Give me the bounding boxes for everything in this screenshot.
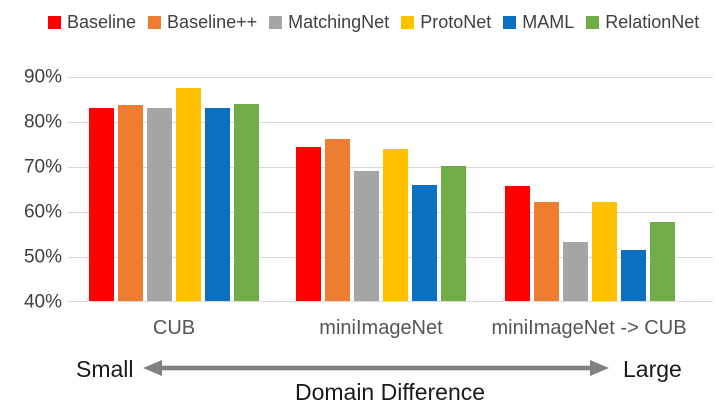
legend-item-matchingnet: MatchingNet [269,12,389,33]
y-tick-label-50: 50% [23,246,62,268]
legend-label: Baseline++ [167,12,258,32]
legend-label: RelationNet [605,12,700,32]
legend-label: MAML [522,12,575,32]
legend-color-swatch-icon [401,16,415,29]
legend-color-swatch-icon [586,16,600,29]
bar-relationnet-miniimagenet [441,166,466,301]
bar-protonet-cub [176,87,201,301]
legend-item-relationnet: RelationNet [586,12,699,33]
y-tick-label-80: 80% [23,111,62,133]
bar-relationnet-cub [234,104,259,301]
plot-area [68,60,713,302]
bar-relationnet-miniimagenet-cub [650,221,675,301]
bar-protonet-miniimagenet-cub [592,202,617,301]
bar-group-cub [89,87,259,301]
bar-maml-miniimagenet-cub [621,250,646,301]
legend-item-protonet: ProtoNet [401,12,491,33]
bar-group-miniimagenet-cub [505,185,675,301]
legend-item-maml: MAML [503,12,574,33]
y-tick-label-60: 60% [23,201,62,223]
bar-baseline--miniimagenet-cub [534,202,559,301]
legend-label: Baseline [67,12,137,32]
legend-color-swatch-icon [48,16,61,29]
legend-color-swatch-icon [148,16,162,29]
domain-difference-large-label: Large [623,356,682,382]
bar-baseline--cub [118,104,143,301]
bar-protonet-miniimagenet [383,148,408,301]
legend-color-swatch-icon [503,16,517,29]
bar-matchingnet-cub [147,107,172,301]
bar-group-miniimagenet [296,139,466,301]
bar-maml-miniimagenet [412,185,437,301]
x-tick-label-miniimagenet-cub: miniImageNet -> CUB [491,317,687,339]
gridline-90 [68,77,713,78]
chart-legend: Baseline Baseline++ MatchingNet ProtoNet MAM… [48,12,699,33]
bar-baseline-miniimagenet [296,146,321,301]
bar-matchingnet-miniimagenet [354,170,379,301]
domain-difference-axis-label: Domain Difference [294,379,486,405]
bar-baseline-cub [89,107,114,301]
legend-item-baseline: Baseline [48,12,136,33]
y-tick-label-40: 40% [23,291,62,313]
bar-baseline--miniimagenet [325,139,350,301]
bar-matchingnet-miniimagenet-cub [563,242,588,301]
x-tick-label-cub: CUB [152,317,196,339]
bar-maml-cub [205,107,230,301]
legend-label: ProtoNet [420,12,492,32]
domain-difference-small-label: Small [76,356,134,382]
bar-baseline-miniimagenet-cub [505,185,530,301]
legend-color-swatch-icon [269,16,283,29]
x-tick-label-miniimagenet: miniImageNet [319,317,443,339]
legend-item-baseline-: Baseline++ [148,12,257,33]
double-headed-arrow-icon [143,360,609,376]
y-tick-label-90: 90% [23,66,62,88]
y-tick-label-70: 70% [23,156,62,178]
gridline-80 [68,122,713,123]
legend-label: MatchingNet [288,12,390,32]
